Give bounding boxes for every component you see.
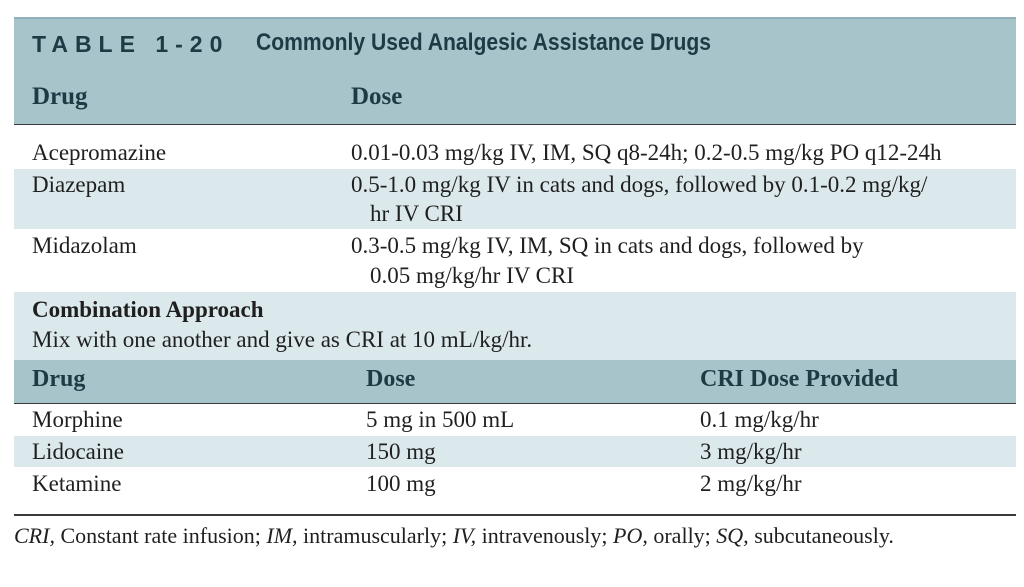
footnote-text: intramuscularly; — [297, 523, 453, 548]
footnote-abbr: PO, — [613, 523, 648, 548]
cri-dose: 2 mg/kg/hr — [700, 471, 802, 496]
table-row: Diazepam 0.5-1.0 mg/kg IV in cats and do… — [14, 169, 1016, 229]
cri-dose: 0.1 mg/kg/hr — [700, 407, 819, 432]
table-row: Midazolam 0.3-0.5 mg/kg IV, IM, SQ in ca… — [14, 229, 1016, 292]
footnote-text: subcutaneously. — [748, 523, 894, 548]
drug-name: Lidocaine — [32, 439, 124, 464]
drug-dose: 100 mg — [366, 471, 436, 496]
table-row: Lidocaine 150 mg 3 mg/kg/hr — [14, 436, 1016, 467]
drug-dose-continued: hr IV CRI — [370, 201, 463, 226]
drug-dose: 0.5-1.0 mg/kg IV in cats and dogs, follo… — [351, 172, 928, 197]
table-row: Morphine 5 mg in 500 mL 0.1 mg/kg/hr — [14, 405, 1016, 436]
footnote-text: orally; — [647, 523, 717, 548]
sub-header-cri: CRI Dose Provided — [700, 366, 899, 392]
abbreviation-footnote: CRI, Constant rate infusion; IM, intramu… — [14, 523, 894, 549]
footnote-abbr: IM, — [266, 523, 298, 548]
footnote-abbr: SQ, — [716, 523, 749, 548]
table-number: TABLE 1-20 — [32, 31, 230, 57]
drug-dose: 0.01-0.03 mg/kg IV, IM, SQ q8-24h; 0.2-0… — [351, 140, 942, 165]
footnote-abbr: CRI, — [14, 523, 55, 548]
combination-title: Combination Approach — [32, 297, 264, 322]
table-title-bar: TABLE 1-20 Commonly Used Analgesic Assis… — [14, 17, 1016, 65]
drug-name: Ketamine — [32, 471, 122, 496]
drug-name: Acepromazine — [32, 140, 167, 165]
sub-header-drug: Drug — [32, 366, 86, 392]
table-row: Ketamine 100 mg 2 mg/kg/hr — [14, 467, 1016, 503]
drug-dose: 0.3-0.5 mg/kg IV, IM, SQ in cats and dog… — [351, 233, 864, 258]
footnote-abbr: IV, — [452, 523, 477, 548]
drug-name: Morphine — [32, 407, 123, 432]
sub-table-header: Drug Dose CRI Dose Provided — [14, 360, 1016, 404]
table-bottom-rule — [14, 514, 1016, 516]
combination-section: Combination Approach Mix with one anothe… — [14, 292, 1016, 360]
drug-name: Midazolam — [32, 233, 137, 258]
drug-dose: 150 mg — [366, 439, 436, 464]
header-dose: Dose — [351, 83, 403, 110]
table-row: Acepromazine 0.01-0.03 mg/kg IV, IM, SQ … — [14, 138, 1016, 169]
header-drug: Drug — [32, 83, 88, 110]
combination-note: Mix with one another and give as CRI at … — [32, 327, 533, 352]
drug-name: Diazepam — [32, 172, 126, 197]
sub-header-dose: Dose — [366, 366, 416, 392]
footnote-text: Constant rate infusion; — [54, 523, 267, 548]
footnote-text: intravenously; — [476, 523, 614, 548]
table-title: Commonly Used Analgesic Assistance Drugs — [256, 29, 712, 56]
table-header: Drug Dose — [14, 65, 1016, 125]
cri-dose: 3 mg/kg/hr — [700, 439, 802, 464]
drug-dose: 5 mg in 500 mL — [366, 407, 515, 432]
drug-dose-continued: 0.05 mg/kg/hr IV CRI — [370, 263, 575, 288]
